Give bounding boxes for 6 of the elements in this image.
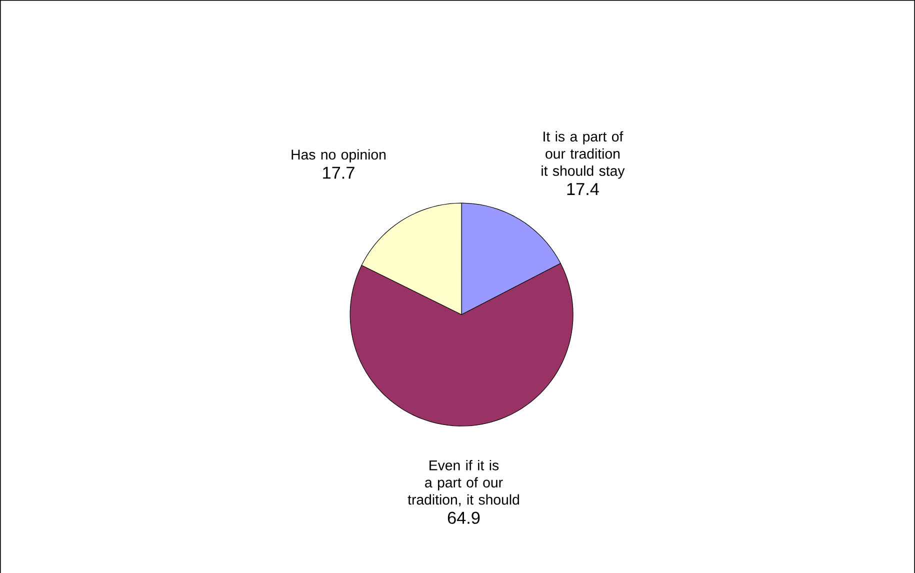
data-label: 64.9 — [448, 512, 480, 524]
data-label: 17.7 — [323, 166, 354, 178]
slice-label: It is a part of our tradition it should stay — [542, 130, 625, 178]
data-label: 17.4 — [567, 182, 599, 195]
slice-label: Even if it is a part of our tradition, it should — [408, 460, 520, 506]
slice-label: Has no opinion — [292, 149, 386, 162]
